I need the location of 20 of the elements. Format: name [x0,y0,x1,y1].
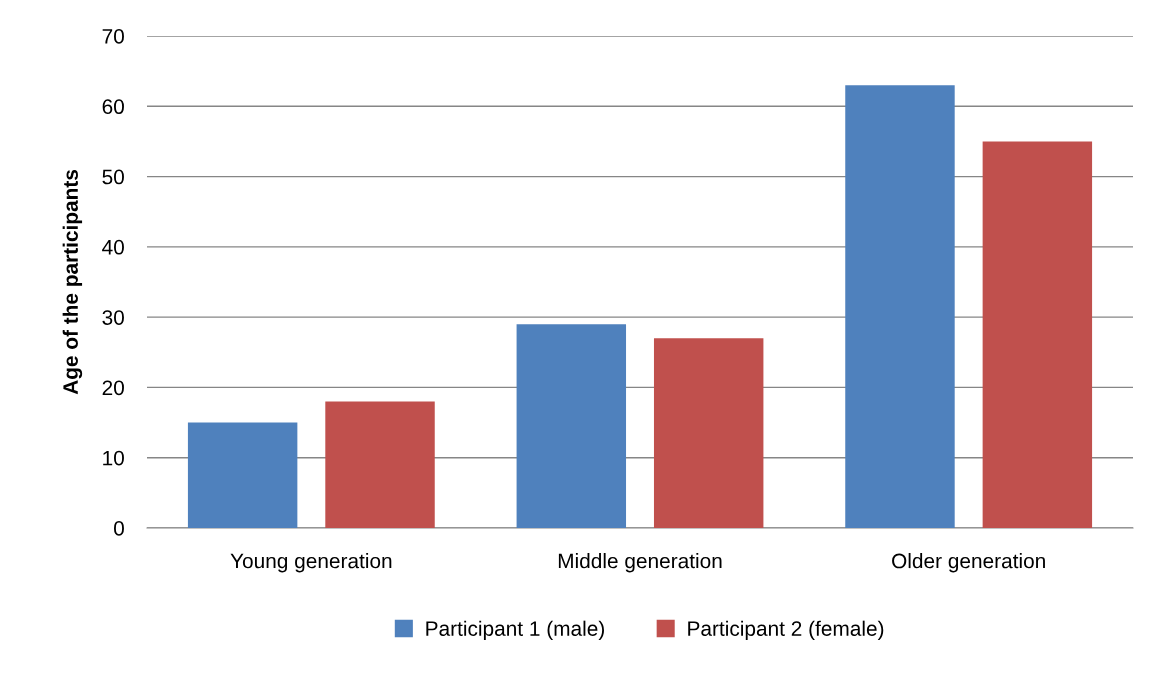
y-tick-label: 0 [114,521,124,536]
y-tick-label: 60 [102,99,124,115]
y-tick-label: 70 [102,29,124,44]
y-tick-label: 20 [102,380,124,396]
y-axis-title: Age of the participants [62,169,83,395]
y-tick-label: 50 [102,169,124,185]
bar [325,401,435,528]
x-tick-label: Older generation [892,553,1045,573]
x-tick-label: Middle generation [558,553,722,573]
legend-label: Participant 2 (female) [688,620,884,641]
x-tick-label: Young generation [230,553,392,573]
legend-label: Participant 1 (male) [426,620,604,641]
y-tick-label: 40 [102,239,124,255]
bar [653,338,764,528]
bar [982,141,1093,528]
bar [187,422,298,528]
y-tick-label: 10 [103,450,124,466]
bar [845,85,955,528]
y-tick-label: 30 [102,310,124,325]
bar [516,324,627,528]
